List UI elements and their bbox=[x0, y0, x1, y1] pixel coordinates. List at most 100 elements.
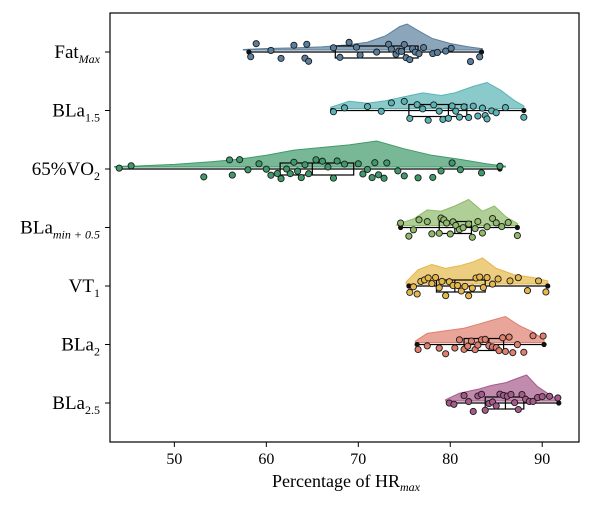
point-3-9 bbox=[443, 219, 451, 227]
point-2-27 bbox=[363, 165, 372, 173]
point-5-10 bbox=[474, 341, 482, 349]
point-4-26 bbox=[523, 287, 532, 295]
point-6-10 bbox=[492, 402, 500, 410]
point-0-28 bbox=[442, 47, 450, 55]
point-4-6 bbox=[428, 280, 436, 288]
point-6-6 bbox=[477, 390, 486, 398]
point-1-14 bbox=[448, 102, 456, 110]
point-5-3 bbox=[442, 350, 450, 358]
whisker-min-dot-5 bbox=[414, 341, 420, 348]
point-5-22 bbox=[520, 348, 528, 356]
point-2-0 bbox=[115, 164, 123, 172]
point-0-13 bbox=[373, 48, 381, 56]
point-4-16 bbox=[465, 292, 473, 300]
point-2-16 bbox=[297, 174, 305, 182]
point-2-38 bbox=[448, 159, 456, 167]
point-4-10 bbox=[442, 292, 450, 300]
point-3-4 bbox=[423, 218, 431, 226]
point-3-6 bbox=[435, 229, 443, 237]
category-label-subscript: 1.5 bbox=[85, 111, 100, 125]
point-6-1 bbox=[450, 400, 458, 408]
point-1-13 bbox=[444, 114, 452, 122]
x-tick-label-90: 90 bbox=[534, 451, 550, 468]
point-1-7 bbox=[413, 101, 421, 109]
point-0-24 bbox=[415, 50, 423, 58]
category-label-main: BLa bbox=[52, 101, 85, 122]
point-5-21 bbox=[513, 341, 521, 349]
point-5-17 bbox=[499, 334, 507, 342]
point-0-21 bbox=[406, 56, 414, 64]
point-0-15 bbox=[387, 45, 395, 53]
category-label-subscript: 2 bbox=[94, 169, 100, 183]
point-4-23 bbox=[494, 275, 502, 283]
category-label-main: Fat bbox=[54, 42, 79, 63]
point-3-14 bbox=[459, 224, 467, 232]
point-2-1 bbox=[127, 162, 135, 170]
point-1-25 bbox=[492, 109, 500, 117]
point-1-26 bbox=[501, 104, 509, 112]
point-0-10 bbox=[345, 38, 353, 46]
point-1-10 bbox=[430, 101, 438, 109]
category-label-main: BLa bbox=[20, 218, 53, 239]
category-label-main: BLa bbox=[61, 335, 94, 356]
point-5-18 bbox=[501, 347, 509, 355]
point-3-22 bbox=[492, 219, 500, 227]
point-2-2 bbox=[200, 173, 208, 181]
point-2-37 bbox=[437, 167, 445, 175]
point-1-0 bbox=[329, 108, 338, 116]
point-3-25 bbox=[513, 231, 521, 240]
point-4-28 bbox=[542, 288, 550, 296]
point-4-21 bbox=[483, 274, 491, 282]
whisker-max-dot-6 bbox=[556, 400, 562, 406]
point-2-26 bbox=[359, 170, 367, 178]
x-axis-title-main: Percentage of HR bbox=[272, 471, 400, 491]
point-2-17 bbox=[301, 161, 309, 169]
point-2-29 bbox=[371, 159, 379, 167]
point-4-19 bbox=[476, 273, 484, 281]
point-6-16 bbox=[514, 405, 522, 414]
point-3-10 bbox=[446, 230, 454, 238]
point-3-16 bbox=[468, 233, 476, 241]
point-3-3 bbox=[415, 216, 423, 224]
point-2-10 bbox=[273, 169, 281, 178]
point-4-15 bbox=[461, 282, 469, 290]
point-2-14 bbox=[290, 158, 298, 166]
point-2-40 bbox=[477, 169, 486, 177]
point-5-16 bbox=[495, 347, 503, 355]
point-1-18 bbox=[465, 113, 473, 122]
point-0-9 bbox=[336, 53, 344, 61]
point-1-5 bbox=[400, 97, 408, 105]
point-0-29 bbox=[447, 44, 455, 52]
point-2-9 bbox=[267, 171, 275, 179]
point-2-4 bbox=[228, 171, 236, 179]
point-2-41 bbox=[496, 162, 504, 170]
x-axis-title-subscript: max bbox=[400, 480, 421, 494]
point-3-5 bbox=[428, 230, 436, 238]
point-5-0 bbox=[414, 345, 422, 354]
point-6-23 bbox=[546, 392, 554, 400]
point-5-19 bbox=[505, 333, 513, 341]
point-2-28 bbox=[368, 174, 376, 182]
point-1-27 bbox=[520, 113, 528, 121]
point-3-23 bbox=[498, 223, 506, 231]
category-label-6: BLa2.5 bbox=[52, 393, 100, 417]
point-1-11 bbox=[435, 107, 443, 115]
category-label-subscript: Max bbox=[78, 52, 101, 66]
point-0-31 bbox=[476, 53, 484, 61]
point-2-11 bbox=[277, 175, 285, 183]
x-tick-label-70: 70 bbox=[350, 451, 366, 468]
category-label-subscript: 2 bbox=[94, 345, 100, 359]
point-3-0 bbox=[397, 219, 405, 227]
point-3-24 bbox=[504, 219, 512, 227]
point-1-23 bbox=[483, 115, 491, 123]
point-5-12 bbox=[481, 335, 489, 343]
series-6 bbox=[445, 374, 562, 416]
x-tick-label-80: 80 bbox=[442, 451, 458, 468]
point-0-19 bbox=[400, 40, 408, 49]
point-3-18 bbox=[474, 217, 482, 226]
series-3 bbox=[396, 198, 521, 241]
point-5-5 bbox=[455, 336, 464, 344]
point-4-8 bbox=[435, 284, 443, 292]
point-4-9 bbox=[438, 277, 446, 285]
